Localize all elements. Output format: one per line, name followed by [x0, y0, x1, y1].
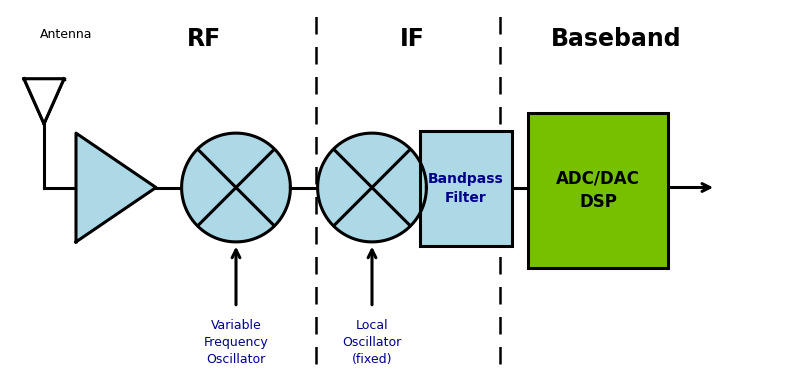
Polygon shape [318, 133, 426, 242]
Text: RF: RF [187, 27, 221, 51]
Polygon shape [182, 133, 290, 242]
Text: IF: IF [399, 27, 425, 51]
Polygon shape [76, 133, 156, 242]
Text: Variable
Frequency
Oscillator: Variable Frequency Oscillator [204, 319, 268, 366]
Polygon shape [24, 79, 64, 124]
Bar [528, 112, 668, 268]
Text: Bandpass
Filter: Bandpass Filter [428, 172, 504, 205]
Bar [420, 131, 512, 246]
Text: ADC/DAC
DSP: ADC/DAC DSP [556, 170, 640, 211]
Text: Antenna: Antenna [40, 28, 93, 41]
Text: Baseband: Baseband [550, 27, 682, 51]
Text: Local
Oscillator
(fixed): Local Oscillator (fixed) [342, 319, 402, 366]
